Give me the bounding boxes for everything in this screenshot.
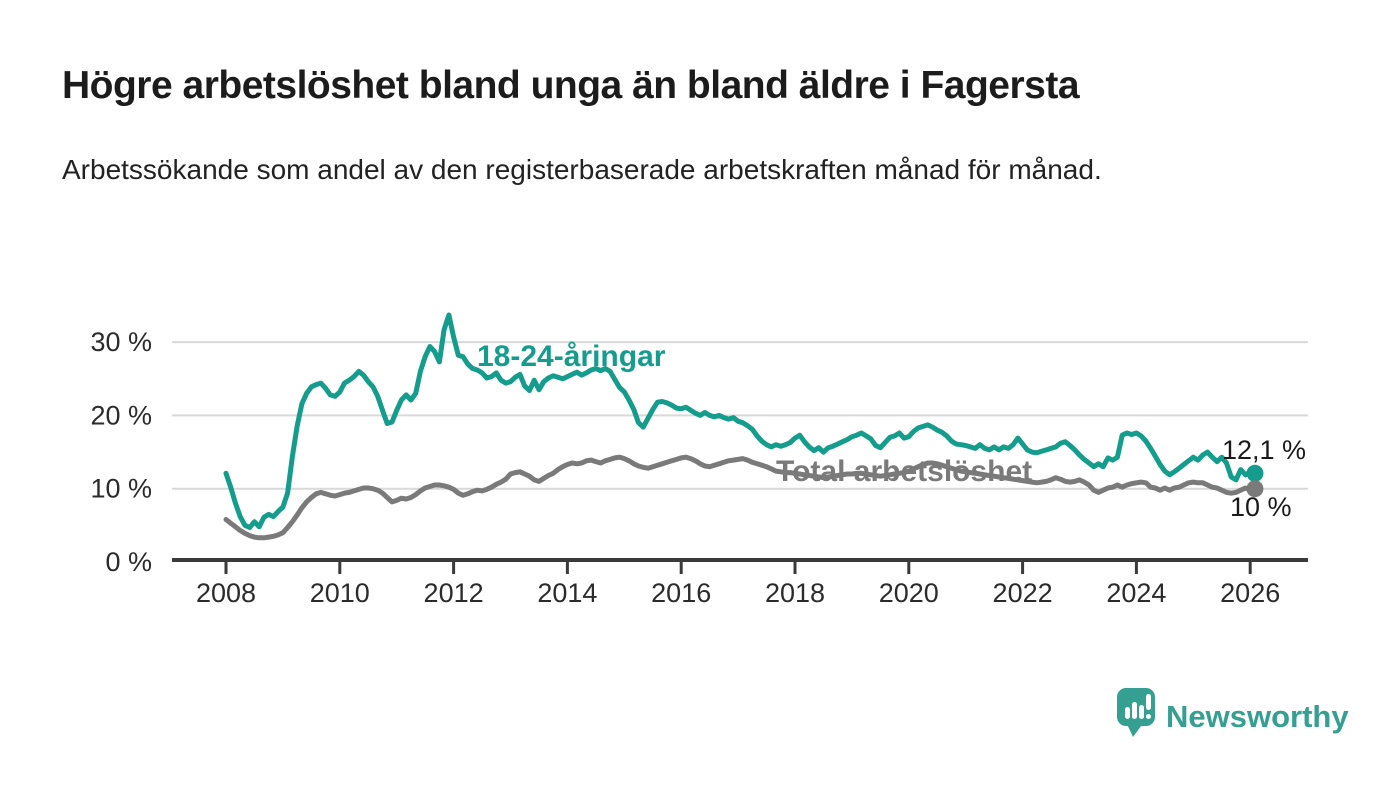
- y-axis-labels: 0 % 10 % 20 % 30 %: [90, 327, 152, 577]
- series-end-dot: [1246, 464, 1264, 482]
- x-axis-ticks: [224, 560, 1252, 574]
- y-tick-label: 10 %: [90, 474, 152, 504]
- series-end-dots: [1246, 464, 1264, 498]
- x-tick-label: 2014: [537, 578, 597, 608]
- newsworthy-logo: Newsworthy: [1117, 688, 1349, 737]
- x-tick-label: 2026: [1220, 578, 1280, 608]
- newsworthy-logo-icon: [1117, 688, 1155, 737]
- gridlines: [172, 341, 1308, 490]
- series-label-total: Total arbetslöshet: [776, 455, 1032, 488]
- page-subtitle: Arbetssökande som andel av den registerb…: [62, 154, 1102, 185]
- y-tick-label: 0 %: [105, 547, 152, 577]
- y-tick-label: 20 %: [90, 400, 152, 430]
- x-axis-tick-labels: 2008 2010 2012 2014 2016 2018 2020 2022 2024 2026: [196, 578, 1280, 608]
- logo-exclamation-dot: [1146, 714, 1151, 719]
- series-lines: [223, 312, 1258, 541]
- y-tick-label: 30 %: [90, 327, 152, 357]
- x-tick-label: 2020: [879, 578, 939, 608]
- series-label-young: 18-24-åringar: [477, 340, 666, 373]
- end-value-label-young: 12,1 %: [1222, 435, 1306, 465]
- x-tick-label: 2018: [765, 578, 825, 608]
- x-tick-label: 2008: [196, 578, 256, 608]
- x-tick-label: 2010: [310, 578, 370, 608]
- x-tick-label: 2012: [424, 578, 484, 608]
- logo-bar-1: [1125, 707, 1130, 719]
- newsworthy-logo-text: Newsworthy: [1166, 699, 1349, 734]
- x-tick-label: 2016: [651, 578, 711, 608]
- series-end-dot: [1246, 480, 1264, 498]
- logo-bar-2: [1132, 702, 1137, 719]
- x-tick-label: 2022: [993, 578, 1053, 608]
- page-title: Högre arbetslöshet bland unga än bland ä…: [62, 64, 1080, 107]
- logo-exclamation-bar: [1146, 694, 1151, 710]
- end-value-label-total: 10 %: [1230, 492, 1292, 522]
- x-tick-label: 2024: [1106, 578, 1166, 608]
- logo-bar-3: [1139, 705, 1144, 719]
- series-line: [223, 312, 1258, 530]
- series-line: [223, 454, 1258, 541]
